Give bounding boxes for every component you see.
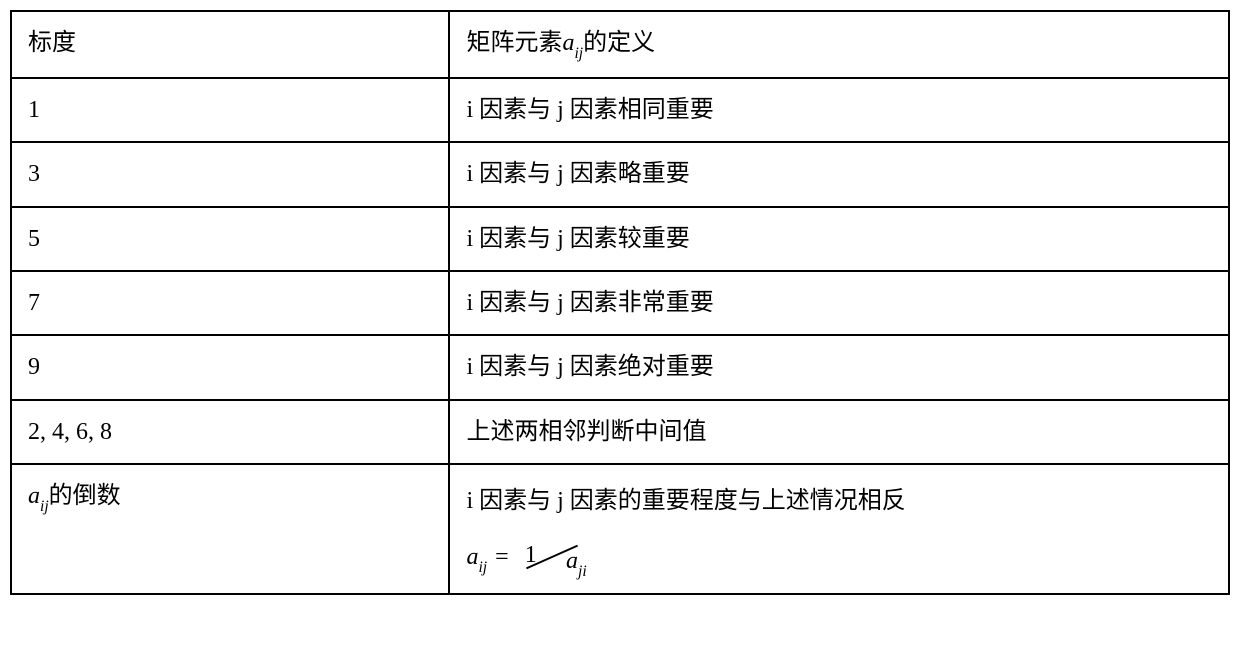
fraction-numerator: 1 [525, 531, 537, 579]
table-header-row: 标度 矩阵元素aij的定义 [11, 11, 1229, 78]
scale-cell: 5 [11, 207, 449, 271]
definition-cell: i 因素与 j 因素较重要 [449, 207, 1229, 271]
left-math-a: a [28, 483, 40, 509]
header-left-cell: 标度 [11, 11, 449, 78]
den-a: a [566, 548, 578, 574]
scale-value: 2, 4, 6, 8 [28, 419, 112, 445]
reciprocal-right-cell: i 因素与 j 因素的重要程度与上述情况相反 aij = 1 aji [449, 464, 1229, 594]
header-left-text: 标度 [28, 30, 76, 56]
formula-equation: aij = 1 aji [466, 533, 586, 581]
table-row: 5 i 因素与 j 因素较重要 [11, 207, 1229, 271]
table-row: 2, 4, 6, 8 上述两相邻判断中间值 [11, 400, 1229, 464]
scale-cell: 9 [11, 335, 449, 399]
table-row: 3 i 因素与 j 因素略重要 [11, 142, 1229, 206]
table-row: 9 i 因素与 j 因素绝对重要 [11, 335, 1229, 399]
scale-cell: 7 [11, 271, 449, 335]
lhs-a: a [466, 544, 478, 570]
definition-text: i 因素与 j 因素较重要 [466, 226, 689, 252]
scale-cell: 2, 4, 6, 8 [11, 400, 449, 464]
definition-cell: i 因素与 j 因素略重要 [449, 142, 1229, 206]
header-right-prefix: 矩阵元素 [466, 30, 562, 56]
definition-text: i 因素与 j 因素绝对重要 [466, 354, 713, 380]
scale-cell: 3 [11, 142, 449, 206]
definition-text: i 因素与 j 因素非常重要 [466, 290, 713, 316]
table-row: 1 i 因素与 j 因素相同重要 [11, 78, 1229, 142]
definition-text: 上述两相邻判断中间值 [466, 419, 706, 445]
scale-value: 9 [28, 354, 40, 380]
definition-cell: i 因素与 j 因素非常重要 [449, 271, 1229, 335]
table-row: 7 i 因素与 j 因素非常重要 [11, 271, 1229, 335]
lhs-sub: ij [478, 559, 487, 576]
definition-cell: i 因素与 j 因素绝对重要 [449, 335, 1229, 399]
reciprocal-description: i 因素与 j 因素的重要程度与上述情况相反 [466, 488, 905, 514]
definition-text: i 因素与 j 因素相同重要 [466, 97, 713, 123]
definition-cell: i 因素与 j 因素相同重要 [449, 78, 1229, 142]
den-sub: ji [578, 563, 587, 580]
formula-eq-sign: = [495, 533, 509, 581]
header-right-cell: 矩阵元素aij的定义 [449, 11, 1229, 78]
fraction-denominator: aji [566, 537, 587, 585]
scale-cell: 1 [11, 78, 449, 142]
scale-definition-table: 标度 矩阵元素aij的定义 1 i 因素与 j 因素相同重要 3 i 因素与 j… [10, 10, 1230, 595]
reciprocal-formula: aij = 1 aji [466, 533, 586, 581]
formula-fraction: 1 aji [517, 533, 587, 581]
scale-value: 5 [28, 226, 40, 252]
header-right-suffix: 的定义 [583, 30, 655, 56]
definition-cell: 上述两相邻判断中间值 [449, 400, 1229, 464]
table-body: 标度 矩阵元素aij的定义 1 i 因素与 j 因素相同重要 3 i 因素与 j… [11, 11, 1229, 594]
left-suffix-text: 的倒数 [49, 483, 121, 509]
left-math-sub: ij [40, 498, 49, 515]
scale-value: 7 [28, 290, 40, 316]
header-math-a: a [562, 30, 574, 56]
definition-text: i 因素与 j 因素略重要 [466, 161, 689, 187]
scale-value: 3 [28, 161, 40, 187]
table-last-row: aij的倒数 i 因素与 j 因素的重要程度与上述情况相反 aij = 1 aj… [11, 464, 1229, 594]
header-math-sub: ij [574, 45, 583, 62]
scale-value: 1 [28, 97, 40, 123]
reciprocal-left-cell: aij的倒数 [11, 464, 449, 594]
formula-lhs: aij [466, 533, 487, 581]
